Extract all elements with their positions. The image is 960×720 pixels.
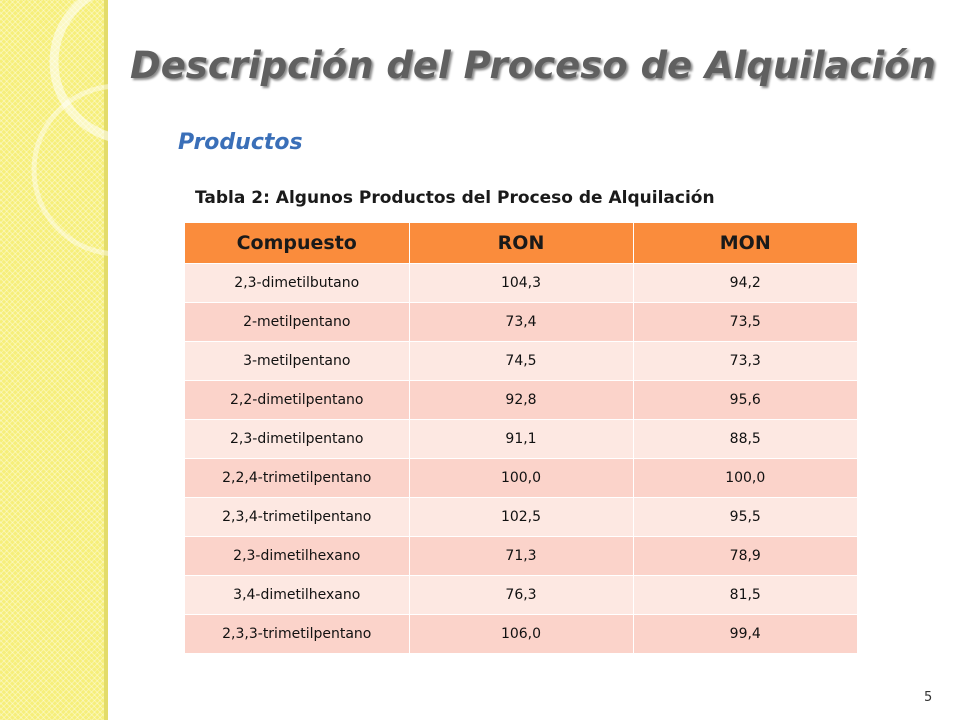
- cell-compuesto: 2,3,4-trimetilpentano: [185, 497, 410, 537]
- cell-ron: 102,5: [409, 497, 634, 537]
- cell-ron: 106,0: [409, 614, 634, 653]
- header-compuesto: Compuesto: [185, 223, 410, 264]
- header-mon: MON: [633, 223, 857, 264]
- table-row: 2,2,4-trimetilpentano 100,0 100,0: [185, 458, 857, 498]
- cell-mon: 95,6: [633, 380, 857, 420]
- cell-mon: 78,9: [633, 536, 857, 576]
- table-row: 2,3,4-trimetilpentano 102,5 95,5: [185, 497, 857, 537]
- table-row: 2,3-dimetilpentano 91,1 88,5: [185, 419, 857, 459]
- slide-title: Descripción del Proceso de Alquilación: [130, 44, 936, 87]
- cell-mon: 99,4: [633, 614, 857, 653]
- cell-mon: 73,3: [633, 341, 857, 381]
- products-table: Compuesto RON MON 2,3-dimetilbutano 104,…: [185, 223, 857, 653]
- cell-compuesto: 2,3,3-trimetilpentano: [185, 614, 410, 653]
- cell-ron: 100,0: [409, 458, 634, 498]
- cell-mon: 81,5: [633, 575, 857, 615]
- cell-compuesto: 2,2-dimetilpentano: [185, 380, 410, 420]
- table-caption: Tabla 2: Algunos Productos del Proceso d…: [195, 188, 715, 208]
- cell-ron: 91,1: [409, 419, 634, 459]
- cell-mon: 88,5: [633, 419, 857, 459]
- side-decor-edge: [104, 0, 108, 720]
- table-row: 2-metilpentano 73,4 73,5: [185, 302, 857, 342]
- cell-compuesto: 2,3-dimetilhexano: [185, 536, 410, 576]
- cell-ron: 76,3: [409, 575, 634, 615]
- page-number: 5: [924, 690, 933, 705]
- cell-compuesto: 2-metilpentano: [185, 302, 410, 342]
- cell-ron: 92,8: [409, 380, 634, 420]
- cell-ron: 71,3: [409, 536, 634, 576]
- table-row: 2,3,3-trimetilpentano 106,0 99,4: [185, 614, 857, 653]
- cell-mon: 100,0: [633, 458, 857, 498]
- table-header-row: Compuesto RON MON: [185, 223, 857, 264]
- cell-compuesto: 2,3-dimetilpentano: [185, 419, 410, 459]
- cell-compuesto: 3-metilpentano: [185, 341, 410, 381]
- header-ron: RON: [409, 223, 634, 264]
- table-row: 3-metilpentano 74,5 73,3: [185, 341, 857, 381]
- cell-compuesto: 2,2,4-trimetilpentano: [185, 458, 410, 498]
- section-subtitle: Productos: [178, 130, 303, 155]
- cell-compuesto: 2,3-dimetilbutano: [185, 263, 410, 303]
- table-row: 2,3-dimetilhexano 71,3 78,9: [185, 536, 857, 576]
- cell-mon: 94,2: [633, 263, 857, 303]
- table-row: 3,4-dimetilhexano 76,3 81,5: [185, 575, 857, 615]
- table-row: 2,3-dimetilbutano 104,3 94,2: [185, 263, 857, 303]
- cell-ron: 74,5: [409, 341, 634, 381]
- table-row: 2,2-dimetilpentano 92,8 95,6: [185, 380, 857, 420]
- swirl-decor-icon: [31, 0, 160, 257]
- cell-mon: 73,5: [633, 302, 857, 342]
- cell-ron: 73,4: [409, 302, 634, 342]
- cell-mon: 95,5: [633, 497, 857, 537]
- cell-compuesto: 3,4-dimetilhexano: [185, 575, 410, 615]
- cell-ron: 104,3: [409, 263, 634, 303]
